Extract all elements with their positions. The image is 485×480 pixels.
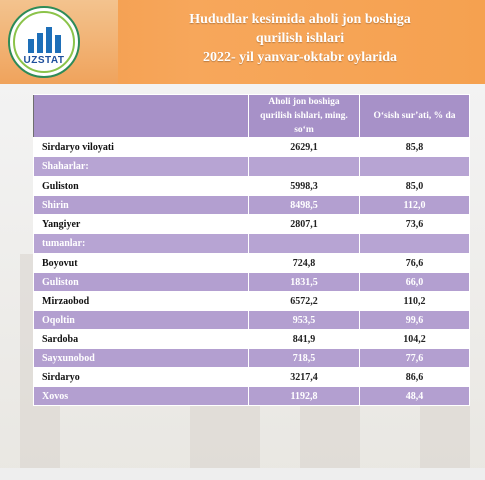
row-value: 6572,2 [248,291,360,311]
table-row: Sirdaryo viloyati 2629,1 85,8 [33,137,470,157]
row-growth: 76,6 [359,253,470,273]
header-cell-per-capita: Aholi jon boshiga qurilish ishlari, ming… [248,94,360,138]
row-value [248,156,360,177]
row-value: 724,8 [248,253,360,273]
row-growth: 77,6 [359,348,470,368]
row-label: Guliston [33,272,249,292]
row-growth: 66,0 [359,272,470,292]
row-growth [359,156,470,177]
row-label: Guliston [33,176,249,196]
row-value [248,233,360,254]
logo-bars-icon [28,25,64,53]
table-row: Mirzaobod 6572,2 110,2 [33,291,470,311]
table-row: Sardoba 841,9 104,2 [33,329,470,349]
logo-ring-icon [13,11,75,73]
title-line-2: qurilish ishlari [255,31,345,46]
header-cell-region [33,94,249,138]
row-growth: 99,6 [359,310,470,330]
row-growth: 48,4 [359,386,470,406]
table-row: Sayxunobod 718,5 77,6 [33,348,470,368]
row-growth [359,233,470,254]
data-table: Aholi jon boshiga qurilish ishlari, ming… [33,94,470,406]
table-row: Oqoltin 953,5 99,6 [33,310,470,330]
row-label: Sayxunobod [33,348,249,368]
table-row: tumanlar: [33,233,470,254]
row-label: Oqoltin [33,310,249,330]
title-line-3: 2022- yil yanvar-oktabr oylarida [202,50,398,65]
table-row: Boyovut 724,8 76,6 [33,253,470,273]
row-growth: 112,0 [359,195,470,215]
table-row: Guliston 1831,5 66,0 [33,272,470,292]
row-label: Yangiyer [33,214,249,234]
table-row: Yangiyer 2807,1 73,6 [33,214,470,234]
row-value: 953,5 [248,310,360,330]
row-value: 8498,5 [248,195,360,215]
table-row: Guliston 5998,3 85,0 [33,176,470,196]
footer-fade [0,468,485,480]
row-growth: 73,6 [359,214,470,234]
row-value: 841,9 [248,329,360,349]
row-growth: 85,8 [359,137,470,157]
page-title: Hududlar kesimida aholi jon boshiga quri… [120,10,480,67]
row-label: Sirdaryo [33,367,249,387]
table-header-row: Aholi jon boshiga qurilish ishlari, ming… [33,94,470,138]
row-label: Sardoba [33,329,249,349]
table-row: Shirin 8498,5 112,0 [33,195,470,215]
logo-text: UZSTAT [23,55,65,66]
row-label: tumanlar: [33,233,249,254]
row-growth: 85,0 [359,176,470,196]
row-label: Boyovut [33,253,249,273]
uzstat-logo: UZSTAT [8,6,80,78]
row-value: 1831,5 [248,272,360,292]
row-growth: 86,6 [359,367,470,387]
row-label: Sirdaryo viloyati [33,137,249,157]
title-line-1: Hududlar kesimida aholi jon boshiga [189,12,411,27]
header-banner: UZSTAT Hududlar kesimida aholi jon boshi… [0,0,485,84]
table-row: Shaharlar: [33,156,470,177]
row-label: Mirzaobod [33,291,249,311]
row-growth: 104,2 [359,329,470,349]
row-value: 2807,1 [248,214,360,234]
table-row: Xovos 1192,8 48,4 [33,386,470,406]
row-value: 1192,8 [248,386,360,406]
row-label: Xovos [33,386,249,406]
table-row: Sirdaryo 3217,4 86,6 [33,367,470,387]
row-value: 718,5 [248,348,360,368]
row-value: 5998,3 [248,176,360,196]
row-value: 3217,4 [248,367,360,387]
row-label: Shirin [33,195,249,215]
row-label: Shaharlar: [33,156,249,177]
header-cell-growth: O‘sish sur’ati, % da [359,94,470,138]
row-growth: 110,2 [359,291,470,311]
row-value: 2629,1 [248,137,360,157]
